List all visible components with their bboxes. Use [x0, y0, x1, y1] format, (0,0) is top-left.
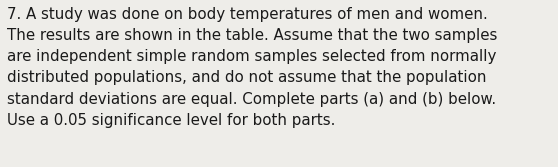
Text: 7. A study was done on body temperatures of men and women.
The results are shown: 7. A study was done on body temperatures… [7, 7, 498, 128]
